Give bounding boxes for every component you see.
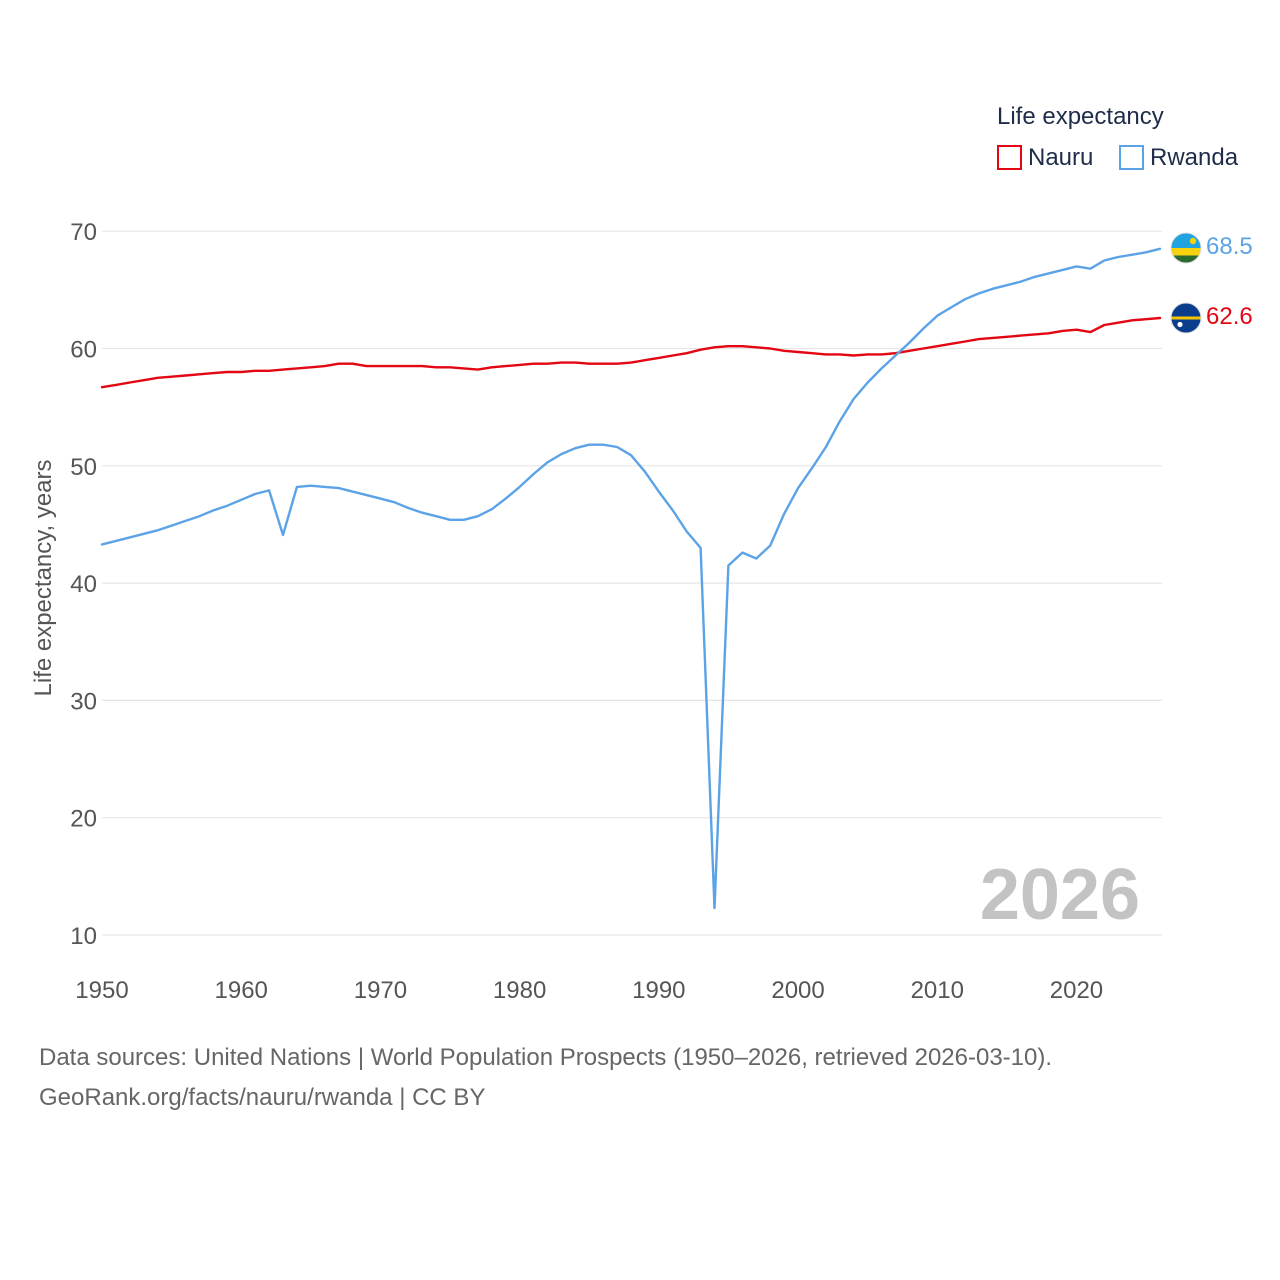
y-axis-title: Life expectancy, years: [30, 459, 57, 696]
series-line-nauru[interactable]: [100, 316, 1162, 389]
end-value-nauru: 62.6: [1206, 303, 1253, 330]
legend-swatch-nauru[interactable]: [997, 145, 1022, 170]
x-tick-label-2020: 2020: [1050, 977, 1103, 1004]
y-axis-ticks: 10 20 30 40 50 60 70: [70, 219, 97, 950]
y-tick-label-30: 30: [70, 688, 97, 715]
rwanda-flag-icon: [1170, 232, 1202, 264]
nauru-flag-icon: [1170, 302, 1202, 334]
legend-swatch-rwanda[interactable]: [1119, 145, 1144, 170]
y-tick-label-70: 70: [70, 219, 97, 246]
life-expectancy-chart: 10 20 30 40 50 60 70 1950 1960 1970 1980 1990 2000 2…: [30, 103, 1253, 1004]
x-tick-label-1990: 1990: [632, 977, 685, 1004]
y-tick-label-20: 20: [70, 806, 97, 833]
x-tick-label-1980: 1980: [493, 977, 546, 1004]
end-value-rwanda: 68.5: [1206, 233, 1253, 260]
series-line-rwanda[interactable]: [100, 247, 1162, 910]
x-tick-label-1970: 1970: [354, 977, 407, 1004]
y-tick-label-40: 40: [70, 571, 97, 598]
legend-label-rwanda[interactable]: Rwanda: [1150, 144, 1239, 171]
series-lines: [100, 247, 1162, 910]
y-tick-label-60: 60: [70, 337, 97, 364]
legend-label-nauru[interactable]: Nauru: [1028, 144, 1093, 171]
data-source-note: Data sources: United Nations | World Pop…: [39, 1044, 1053, 1071]
x-axis-ticks: 1950 1960 1970 1980 1990 2000 2010 2020: [75, 977, 1103, 1004]
y-tick-label-50: 50: [70, 454, 97, 481]
legend: Life expectancy Nauru Rwanda: [997, 103, 1239, 171]
attribution-note: GeoRank.org/facts/nauru/rwanda | CC BY: [39, 1084, 486, 1111]
x-tick-label-1960: 1960: [215, 977, 268, 1004]
x-tick-label-1950: 1950: [75, 977, 128, 1004]
year-watermark: 2026: [980, 855, 1140, 935]
gridlines: [102, 230, 1162, 936]
x-tick-label-2000: 2000: [771, 977, 824, 1004]
y-tick-label-10: 10: [70, 923, 97, 950]
x-tick-label-2010: 2010: [911, 977, 964, 1004]
legend-title: Life expectancy: [997, 103, 1164, 130]
